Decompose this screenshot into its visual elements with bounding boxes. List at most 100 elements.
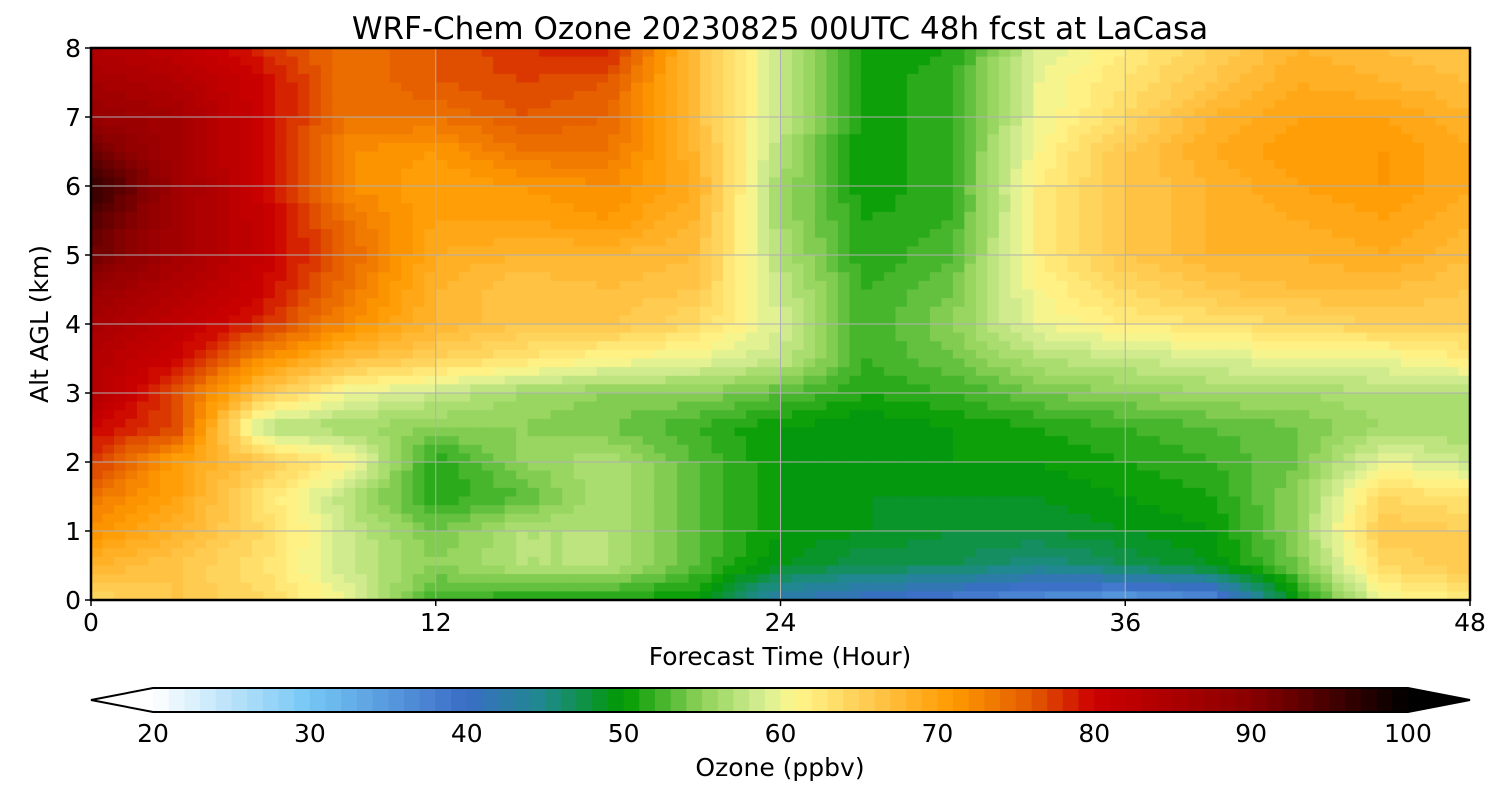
heat-cell bbox=[1378, 298, 1391, 308]
heat-cell bbox=[1251, 263, 1264, 273]
heat-cell bbox=[929, 246, 942, 256]
heat-cell bbox=[297, 211, 310, 222]
heat-cell bbox=[849, 73, 862, 84]
heat-cell bbox=[608, 108, 621, 118]
heat-cell bbox=[1090, 65, 1103, 75]
heat-cell bbox=[837, 56, 851, 66]
heat-cell bbox=[182, 324, 196, 334]
heat-cell bbox=[562, 99, 575, 109]
heat-cell bbox=[1090, 315, 1103, 325]
heat-cell bbox=[251, 229, 264, 239]
heat-cell bbox=[826, 125, 839, 135]
heat-cell bbox=[803, 324, 816, 334]
heat-cell bbox=[550, 324, 563, 334]
heat-cell bbox=[1447, 341, 1460, 351]
heat-cell bbox=[378, 151, 391, 161]
heat-cell bbox=[1205, 99, 1218, 109]
heat-cell bbox=[527, 324, 540, 334]
heat-cell bbox=[481, 332, 494, 342]
heat-cell bbox=[837, 220, 851, 230]
heat-cell bbox=[941, 160, 954, 170]
heat-cell bbox=[481, 375, 494, 385]
heat-cell bbox=[1205, 211, 1218, 222]
heat-cell bbox=[837, 65, 851, 75]
heat-cell bbox=[1309, 91, 1322, 101]
heat-cell bbox=[504, 324, 517, 334]
heat-cell bbox=[309, 358, 322, 368]
heat-cell bbox=[1389, 280, 1402, 291]
heat-cell bbox=[274, 272, 287, 282]
heat-cell bbox=[1378, 324, 1391, 334]
heat-cell bbox=[1366, 160, 1379, 170]
heat-cell bbox=[608, 401, 621, 411]
heat-cell bbox=[826, 324, 839, 334]
heat-cell bbox=[987, 272, 1000, 282]
heat-cell bbox=[1332, 125, 1345, 135]
heat-cell bbox=[837, 151, 851, 161]
heat-cell bbox=[309, 332, 322, 342]
heat-cell bbox=[1343, 125, 1356, 135]
heat-cell bbox=[1343, 65, 1356, 75]
heat-cell bbox=[91, 393, 104, 403]
heat-cell bbox=[205, 332, 219, 342]
heat-cell bbox=[895, 151, 908, 161]
heat-cell bbox=[1355, 151, 1368, 161]
heat-cell bbox=[412, 151, 425, 161]
heat-cell bbox=[481, 306, 494, 316]
heat-cell bbox=[113, 56, 127, 66]
heat-cell bbox=[688, 65, 701, 75]
heat-cell bbox=[516, 142, 529, 153]
heat-cell bbox=[125, 160, 138, 170]
heat-cell bbox=[1021, 125, 1034, 135]
heat-cell bbox=[1424, 134, 1437, 144]
heat-cell bbox=[182, 203, 196, 213]
heat-cell bbox=[182, 401, 196, 411]
heat-cell bbox=[1424, 272, 1437, 282]
heat-cell bbox=[1102, 48, 1115, 58]
heat-cell bbox=[665, 384, 678, 394]
heat-cell bbox=[677, 65, 690, 75]
heat-cell bbox=[642, 56, 655, 66]
heat-cell bbox=[1435, 203, 1448, 213]
heat-cell bbox=[435, 367, 448, 377]
heat-cell bbox=[619, 306, 632, 316]
heat-cell bbox=[217, 263, 230, 273]
heat-cell bbox=[1458, 289, 1470, 299]
heat-cell bbox=[803, 289, 816, 299]
heat-cell bbox=[872, 168, 885, 178]
heat-cell bbox=[113, 358, 127, 368]
heat-cell bbox=[1044, 56, 1057, 66]
heat-cell bbox=[895, 168, 908, 178]
heat-cell bbox=[102, 246, 115, 256]
heat-cell bbox=[113, 108, 127, 118]
heat-cell bbox=[1171, 246, 1184, 256]
heat-cell bbox=[412, 194, 425, 204]
heat-cell bbox=[1401, 255, 1414, 265]
heat-cell bbox=[734, 177, 747, 187]
heat-cell bbox=[941, 194, 954, 204]
heat-cell bbox=[849, 91, 862, 101]
heat-cell bbox=[297, 220, 310, 230]
heat-cell bbox=[228, 117, 241, 127]
heat-cell bbox=[814, 324, 828, 334]
heat-cell bbox=[1309, 393, 1322, 403]
heat-cell bbox=[148, 65, 161, 75]
heat-cell bbox=[182, 263, 196, 273]
heat-cell bbox=[619, 99, 632, 109]
heat-cell bbox=[803, 272, 816, 282]
heat-cell bbox=[171, 48, 184, 58]
heat-cell bbox=[642, 73, 655, 84]
heat-cell bbox=[1217, 367, 1230, 377]
heat-cell bbox=[1240, 393, 1253, 403]
heat-cell bbox=[1274, 393, 1287, 403]
heat-cell bbox=[217, 99, 230, 109]
heat-cell bbox=[964, 237, 977, 247]
heat-cell bbox=[906, 306, 919, 316]
heat-cell bbox=[872, 151, 885, 161]
heat-cell bbox=[860, 401, 874, 411]
heat-cell bbox=[860, 211, 874, 222]
heat-cell bbox=[711, 151, 724, 161]
heat-cell bbox=[688, 298, 701, 308]
heat-cell bbox=[1205, 315, 1218, 325]
heat-cell bbox=[769, 315, 782, 325]
